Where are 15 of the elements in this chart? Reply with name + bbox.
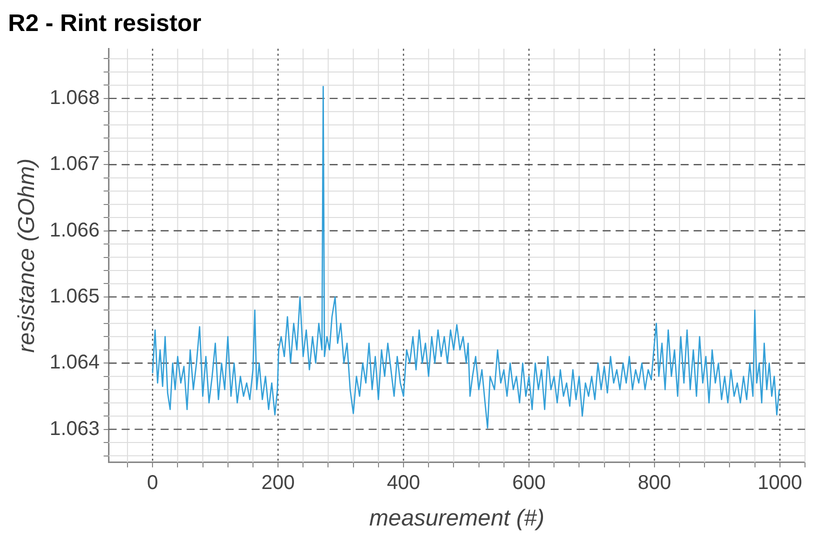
chart-title: R2 - Rint resistor [8,10,202,38]
x-tick-label: 400 [386,472,420,494]
y-axis-title: resistance (GOhm) [13,158,40,353]
x-tick-label: 1000 [758,472,802,494]
y-tick-label: 1.068 [50,86,100,109]
y-tick-label: 1.063 [50,418,100,440]
x-tick-label: 600 [512,472,546,494]
y-tick-label: 1.064 [50,352,100,374]
y-tick-label: 1.065 [50,285,100,308]
x-axis-title: measurement (#) [369,504,544,531]
y-tick-label: 1.067 [50,153,100,176]
x-tick-label: 0 [147,472,158,494]
x-tick-label: 200 [261,472,295,494]
y-tick-label: 1.066 [50,219,100,242]
x-tick-label: 800 [638,472,672,494]
